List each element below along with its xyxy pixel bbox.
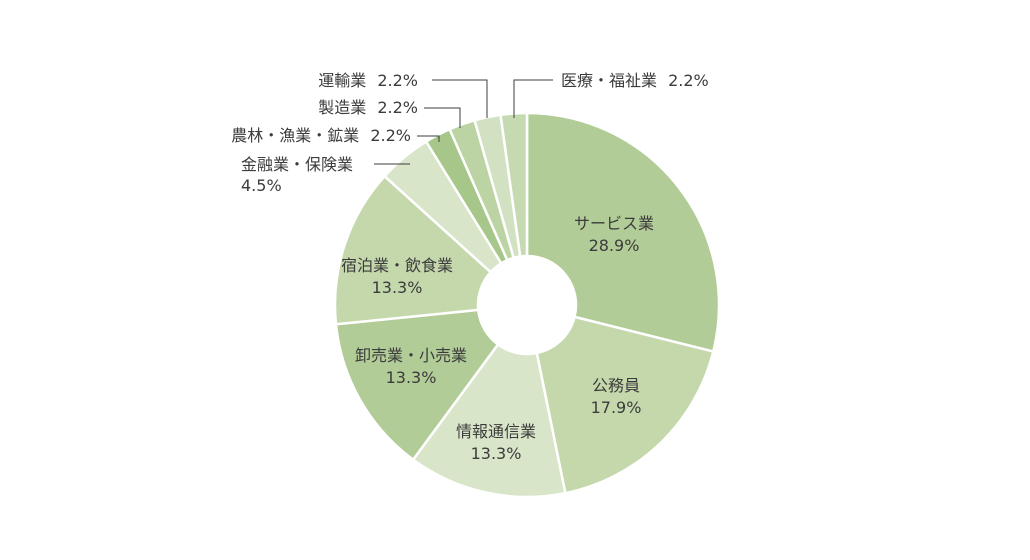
label-ict-value: 13.3% xyxy=(471,444,522,463)
label-agri-name: 農林・漁業・鉱業 xyxy=(231,126,359,145)
label-mfg-value: 2.2% xyxy=(377,98,418,117)
leader-agri xyxy=(417,135,440,142)
label-retail-value: 13.3% xyxy=(386,368,437,387)
label-mfg-name: 製造業 xyxy=(318,98,366,117)
label-medical-name: 医療・福祉業 xyxy=(561,71,657,90)
slice-1 xyxy=(535,315,715,495)
label-medical-value: 2.2% xyxy=(668,71,709,90)
label-medical: 医療・福祉業 2.2% xyxy=(561,71,709,90)
leader-medical xyxy=(513,79,553,118)
slice-2 xyxy=(411,342,567,499)
label-agri: 農林・漁業・鉱業 2.2% xyxy=(231,126,411,145)
label-public-value: 17.9% xyxy=(591,398,642,417)
label-finance-value: 4.5% xyxy=(241,176,282,195)
label-service-name: サービス業 xyxy=(574,214,654,233)
label-transport: 運輸業 2.2% xyxy=(318,71,418,90)
slice-9 xyxy=(499,111,529,258)
label-service-value: 28.9% xyxy=(589,236,640,255)
label-transport-value: 2.2% xyxy=(377,71,418,90)
label-hotel-name: 宿泊業・飲食業 xyxy=(341,256,453,275)
leader-mfg xyxy=(424,107,461,128)
slice-4 xyxy=(333,174,493,326)
label-finance-name: 金融業・保険業 xyxy=(241,155,353,174)
slice-group xyxy=(333,111,721,499)
slice-0 xyxy=(525,111,721,354)
label-agri-value: 2.2% xyxy=(370,126,411,145)
label-retail-name: 卸売業・小売業 xyxy=(355,346,467,365)
label-mfg: 製造業 2.2% xyxy=(318,98,418,117)
label-hotel-value: 13.3% xyxy=(372,278,423,297)
label-transport-name: 運輸業 xyxy=(318,71,366,90)
slice-3 xyxy=(334,308,500,462)
leader-transport xyxy=(432,79,488,118)
label-ict-name: 情報通信業 xyxy=(456,422,536,441)
label-public-name: 公務員 xyxy=(592,376,640,395)
